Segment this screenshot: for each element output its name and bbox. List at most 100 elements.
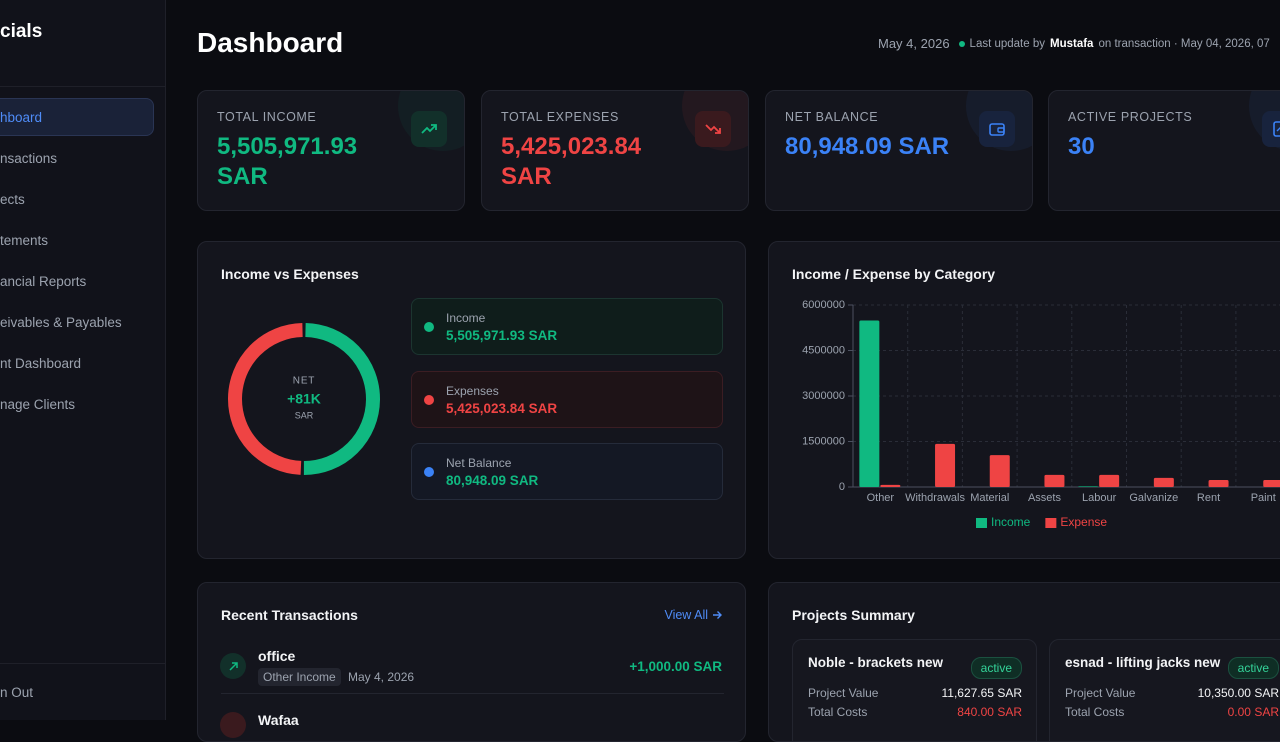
- bar: [880, 484, 901, 487]
- stat-value: 80,948.09 SAR: [785, 133, 950, 160]
- project-card[interactable]: Noble - brackets new active Project Valu…: [792, 639, 1037, 741]
- update-prefix: Last update by: [969, 37, 1045, 50]
- project-name: Noble - brackets new: [808, 655, 944, 670]
- icon: [989, 123, 1005, 136]
- update-suffix: on transaction · May 04, 2026, 07: [1098, 37, 1270, 50]
- stat-label: TOTAL EXPENSES: [501, 110, 619, 124]
- brand: cials: [0, 21, 43, 42]
- legend-label: Expenses: [446, 384, 499, 398]
- divider: [0, 86, 165, 87]
- nav-item[interactable]: nsactions: [0, 151, 58, 166]
- legend-item: Net Balance 80,948.09 SAR: [411, 443, 723, 500]
- x-tick-label: Rent: [1197, 492, 1220, 504]
- bar-chart: 0 1500000 3000000 4500000 6000000 Other Withdr…: [802, 299, 1280, 529]
- txn-icon: [220, 712, 246, 738]
- stat-card: NET BALANCE 80,948.09 SAR: [765, 90, 1033, 211]
- chart-card: Income / Expense by Category 0 1500000 300…: [768, 241, 1280, 559]
- legend-value: 80,948.09 SAR: [446, 473, 539, 488]
- bar: [1078, 486, 1099, 487]
- stat-card: TOTAL INCOME 5,505,971.93 SAR: [197, 90, 465, 211]
- legend-value: 5,425,023.84 SAR: [446, 401, 558, 416]
- nav-item[interactable]: nt Dashboard: [0, 356, 82, 371]
- x-tick-label: Paint: [1251, 492, 1276, 504]
- nav-item[interactable]: nage Clients: [0, 397, 76, 412]
- legend-dot: [424, 395, 434, 405]
- donut-center-label: NET: [293, 376, 315, 387]
- nav-item[interactable]: ects: [0, 192, 25, 207]
- nav-item[interactable]: hboard: [0, 110, 43, 125]
- stat-value: 5,425,023.84 SAR: [501, 133, 642, 190]
- txn-date: May 4, 2026: [348, 670, 415, 684]
- legend-dot: [424, 322, 434, 332]
- bar: [1044, 474, 1065, 487]
- bar: [1263, 480, 1280, 487]
- row-label: Total Costs: [808, 705, 868, 719]
- header-meta: May 4, 2026 Last update by Mustafa on tr…: [878, 36, 1270, 51]
- x-tick-label: Galvanize: [1129, 492, 1178, 504]
- icon: [1273, 121, 1280, 137]
- transactions-card: Recent Transactions View All office Othe…: [197, 582, 746, 742]
- divider: [221, 693, 724, 694]
- donut-slice: [228, 323, 303, 475]
- y-tick-label: 0: [839, 481, 845, 493]
- legend-label: Net Balance: [446, 456, 512, 470]
- row-label: Total Costs: [1065, 705, 1125, 719]
- x-tick-label: Withdrawals: [905, 492, 965, 504]
- bar: [1099, 474, 1120, 487]
- icon: [705, 124, 721, 134]
- nav-item[interactable]: tements: [0, 233, 49, 248]
- legend-label: Income: [446, 311, 486, 325]
- stat-icon: [411, 111, 447, 147]
- stat-value: 30: [1068, 133, 1095, 160]
- nav-item[interactable]: eivables & Payables: [0, 315, 122, 330]
- stat-icon: [979, 111, 1015, 147]
- x-tick-label: Labour: [1082, 492, 1117, 504]
- stat-card: TOTAL EXPENSES 5,425,023.84 SAR: [481, 90, 749, 211]
- view-all-text[interactable]: View All: [664, 608, 708, 622]
- stat-label: NET BALANCE: [785, 110, 879, 124]
- legend-swatch: [1045, 518, 1057, 528]
- stat-icon: [1262, 111, 1280, 147]
- status-dot: [958, 40, 965, 47]
- stat-value: 5,505,971.93 SAR: [217, 133, 358, 190]
- txn-amount: +1,000.00 SAR: [629, 659, 722, 674]
- bar: [1208, 480, 1229, 487]
- nav-item[interactable]: ancial Reports: [0, 274, 87, 289]
- row-value: 0.00 SAR: [1227, 705, 1279, 719]
- donut-center-value: +81K: [287, 391, 321, 407]
- x-tick-label: Other: [867, 492, 895, 504]
- icon: [713, 611, 722, 619]
- legend-label: Income: [991, 515, 1031, 529]
- chart-card: Income vs Expenses NET +81K SAR Income 5…: [197, 241, 746, 559]
- sidebar: cials hboard nsactions ects tements anci…: [0, 0, 166, 720]
- icon: [421, 124, 437, 134]
- chart-title: Income vs Expenses: [221, 266, 359, 282]
- bar: [859, 320, 880, 487]
- project-status: active: [1227, 657, 1279, 679]
- legend-item: Expenses 5,425,023.84 SAR: [411, 371, 723, 428]
- y-tick-label: 6000000: [802, 299, 845, 311]
- stat-icon: [695, 111, 731, 147]
- stat-label: TOTAL INCOME: [217, 110, 317, 124]
- stat-label: ACTIVE PROJECTS: [1068, 110, 1193, 124]
- section-title: Projects Summary: [792, 607, 915, 623]
- bar: [1153, 477, 1174, 487]
- sign-out[interactable]: n Out: [0, 685, 34, 700]
- projects-card: Projects Summary Noble - brackets new ac…: [768, 582, 1280, 742]
- bar: [989, 455, 1010, 487]
- page-title: Dashboard: [197, 27, 344, 58]
- project-status: active: [970, 657, 1022, 679]
- row-label: Project Value: [1065, 686, 1136, 700]
- y-tick-label: 4500000: [802, 344, 845, 356]
- view-all[interactable]: View All: [664, 608, 722, 622]
- update-user: Mustafa: [1050, 37, 1094, 50]
- x-tick-label: Assets: [1028, 492, 1062, 504]
- legend-item: Income 5,505,971.93 SAR: [411, 298, 723, 355]
- stat-card: ACTIVE PROJECTS 30: [1048, 90, 1280, 211]
- nav-active-bg[interactable]: [0, 98, 154, 136]
- project-card[interactable]: esnad - lifting jacks new active Project…: [1049, 639, 1280, 741]
- row-value: 10,350.00 SAR: [1197, 686, 1279, 700]
- y-tick-label: 1500000: [802, 435, 845, 447]
- txn-title: Wafaa: [258, 712, 299, 728]
